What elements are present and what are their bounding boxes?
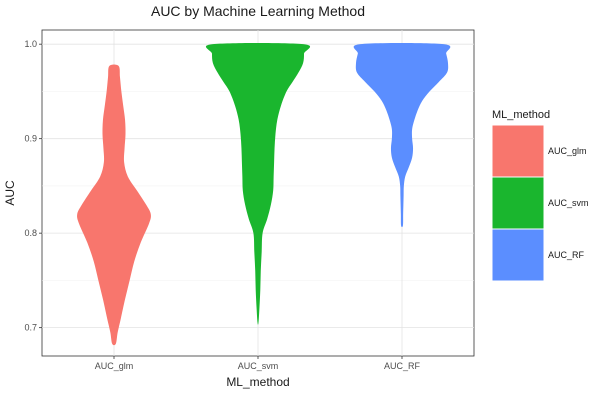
x-axis: AUC_glm AUC_svm AUC_RF — [95, 356, 421, 371]
x-tick-label: AUC_RF — [384, 361, 421, 371]
y-tick-label: 0.9 — [24, 134, 37, 144]
chart-title: AUC by Machine Learning Method — [151, 3, 365, 19]
legend-label-AUC_RF: AUC_RF — [548, 250, 585, 260]
violin-AUC_svm — [205, 42, 311, 325]
y-axis: 0.7 0.8 0.9 1.0 — [24, 39, 42, 333]
legend: ML_method AUC_glm AUC_svm AUC_RF — [491, 109, 589, 282]
legend-label-AUC_glm: AUC_glm — [548, 146, 587, 156]
legend-label-AUC_svm: AUC_svm — [548, 198, 589, 208]
y-tick-label: 0.8 — [24, 228, 37, 238]
x-tick-label: AUC_svm — [238, 361, 279, 371]
x-axis-title: ML_method — [226, 375, 289, 389]
violin-AUC_glm — [77, 64, 151, 346]
legend-key-AUC_svm — [491, 176, 545, 230]
legend-key-AUC_glm — [491, 124, 545, 178]
violins — [77, 42, 451, 346]
violin-AUC_RF — [353, 42, 451, 228]
legend-title: ML_method — [492, 109, 550, 121]
y-axis-title: AUC — [3, 180, 17, 206]
y-tick-label: 0.7 — [24, 323, 37, 333]
y-tick-label: 1.0 — [24, 39, 37, 49]
legend-key-AUC_RF — [491, 228, 545, 282]
x-tick-label: AUC_glm — [95, 361, 134, 371]
